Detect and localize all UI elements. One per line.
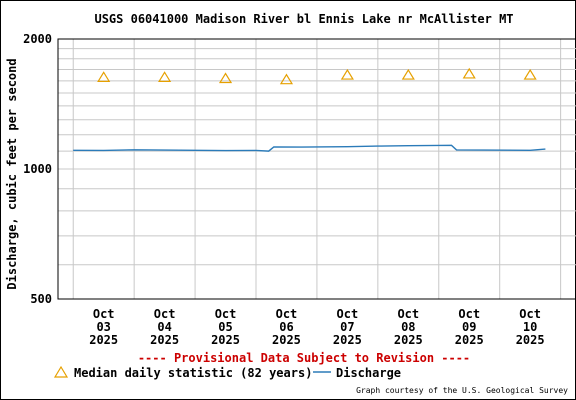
discharge-line <box>73 144 546 152</box>
median-triangle <box>523 68 537 80</box>
x-axis-ticks: Oct032025Oct042025Oct052025Oct062025Oct0… <box>89 307 544 347</box>
median-triangle <box>401 68 415 80</box>
median-triangle <box>97 71 111 82</box>
plot-area-border <box>57 38 576 300</box>
legend-triangle-icon <box>53 365 69 378</box>
x-tick-day: 09 <box>462 320 476 334</box>
median-triangle <box>462 67 476 79</box>
discharge-series <box>73 144 546 152</box>
x-tick-year: 2025 <box>272 333 301 347</box>
grid-lines <box>58 38 576 300</box>
legend: Median daily statistic (82 years) Discha… <box>53 365 401 380</box>
y-tick-label: 2000 <box>23 32 52 46</box>
x-tick-day: 04 <box>157 320 171 334</box>
x-tick-year: 2025 <box>211 333 240 347</box>
median-triangle <box>158 71 172 82</box>
legend-median-label: Median daily statistic (82 years) <box>74 366 312 380</box>
x-tick-month: Oct <box>458 307 480 321</box>
x-tick-day: 06 <box>279 320 293 334</box>
median-triangle <box>340 68 354 80</box>
median-series <box>97 67 537 85</box>
x-tick-day: 07 <box>340 320 354 334</box>
median-triangle <box>218 72 233 84</box>
x-tick-year: 2025 <box>333 333 362 347</box>
x-tick-year: 2025 <box>516 333 545 347</box>
chart-title: USGS 06041000 Madison River bl Ennis Lak… <box>94 12 513 26</box>
x-tick-day: 03 <box>96 320 110 334</box>
x-tick-month: Oct <box>519 307 541 321</box>
x-tick-year: 2025 <box>455 333 484 347</box>
x-tick-day: 08 <box>401 320 415 334</box>
x-tick-month: Oct <box>397 307 419 321</box>
x-tick-month: Oct <box>276 307 298 321</box>
x-tick-month: Oct <box>154 307 176 321</box>
x-tick-month: Oct <box>337 307 359 321</box>
x-tick-day: 05 <box>218 320 232 334</box>
x-tick-month: Oct <box>215 307 237 321</box>
y-tick-label: 1000 <box>23 162 52 176</box>
median-triangle <box>279 73 294 85</box>
legend-discharge-label: Discharge <box>336 366 401 380</box>
x-tick-year: 2025 <box>89 333 118 347</box>
credit-text: Graph courtesy of the U.S. Geological Su… <box>356 386 568 395</box>
x-tick-day: 10 <box>523 320 537 334</box>
y-axis-ticks: 500 1000 2000 <box>23 32 52 306</box>
x-tick-year: 2025 <box>394 333 423 347</box>
y-tick-label: 500 <box>30 292 52 306</box>
x-tick-month: Oct <box>93 307 115 321</box>
provisional-notice: ---- Provisional Data Subject to Revisio… <box>138 351 470 365</box>
y-axis-label: Discharge, cubic feet per second <box>5 58 19 289</box>
x-tick-year: 2025 <box>150 333 179 347</box>
